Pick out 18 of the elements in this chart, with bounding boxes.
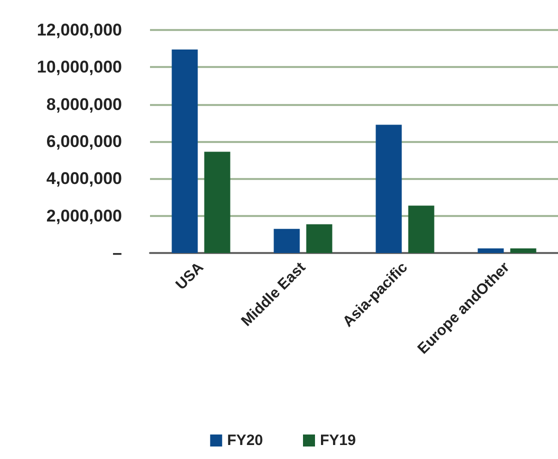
bar (172, 50, 198, 253)
y-tick-label: 2,000,000 (46, 206, 122, 226)
bar (376, 124, 402, 253)
bar (408, 206, 434, 253)
y-tick-label: 6,000,000 (46, 132, 122, 151)
legend-label: FY19 (320, 432, 356, 449)
y-tick-label: 4,000,000 (46, 169, 122, 188)
y-tick-label: 12,000,000 (36, 20, 122, 40)
y-tick-label: 8,000,000 (46, 94, 122, 114)
x-tick-label: USA (172, 258, 208, 294)
bar (478, 248, 504, 253)
bar (274, 228, 300, 253)
legend-label: FY20 (227, 432, 264, 449)
bar (510, 248, 536, 253)
bar (204, 152, 230, 253)
y-tick-label: 10,000,000 (36, 58, 122, 77)
bar (306, 224, 332, 253)
y-tick-label: – (112, 244, 122, 262)
